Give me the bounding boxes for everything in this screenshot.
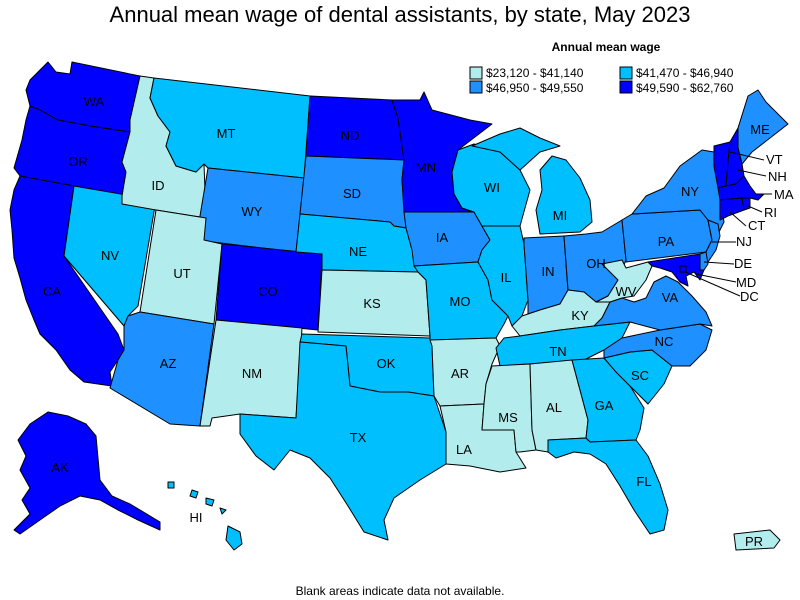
leader-lines <box>682 151 772 297</box>
label-in: IN <box>542 264 555 279</box>
label-ok: OK <box>377 356 396 371</box>
legend: Annual mean wage $23,120 - $41,140 $41,4… <box>469 40 734 95</box>
label-sd: SD <box>343 186 361 201</box>
label-ca: CA <box>43 284 61 299</box>
label-ga: GA <box>595 398 614 413</box>
state-md[interactable] <box>647 253 705 287</box>
label-mn: MN <box>416 160 436 175</box>
label-nh: NH <box>768 169 787 184</box>
state-wv[interactable] <box>595 259 653 303</box>
label-ne: NE <box>349 244 367 259</box>
label-ut: UT <box>173 266 190 281</box>
label-ny: NY <box>681 184 699 199</box>
label-az: AZ <box>160 356 177 371</box>
label-va: VA <box>662 290 679 305</box>
map-title: Annual mean wage of dental assistants, b… <box>110 2 691 27</box>
legend-swatch-4 <box>619 80 633 94</box>
label-nj: NJ <box>736 234 752 249</box>
state-ct[interactable] <box>719 197 745 221</box>
label-wy: WY <box>242 204 263 219</box>
label-ia: IA <box>436 230 449 245</box>
state-hi[interactable] <box>167 481 243 551</box>
label-ri: RI <box>764 205 777 220</box>
legend-title: Annual mean wage <box>552 40 661 54</box>
legend-swatch-2 <box>619 66 633 80</box>
label-oh: OH <box>586 256 606 271</box>
state-az[interactable] <box>109 311 215 427</box>
label-nd: ND <box>341 128 360 143</box>
label-dc: DC <box>740 289 759 304</box>
state-fl[interactable] <box>547 437 669 535</box>
label-ak: AK <box>51 460 69 475</box>
label-wi: WI <box>484 180 500 195</box>
label-vt: VT <box>766 152 783 167</box>
state-nc[interactable] <box>603 323 713 367</box>
state-mi[interactable] <box>471 127 593 235</box>
label-pr: PR <box>745 534 763 549</box>
label-me: ME <box>750 122 770 137</box>
label-nv: NV <box>101 248 119 263</box>
label-md: MD <box>736 275 756 290</box>
label-la: LA <box>456 442 472 457</box>
label-pa: PA <box>658 234 675 249</box>
label-sc: SC <box>631 368 649 383</box>
state-labels: WA OR CA NV ID MT WY UT AZ CO NM ND SD N… <box>43 94 794 549</box>
state-ak[interactable] <box>13 411 161 535</box>
legend-label-4: $49,590 - $62,760 <box>636 81 734 95</box>
label-al: AL <box>546 400 562 415</box>
footnote: Blank areas indicate data not available. <box>296 584 505 598</box>
label-ms: MS <box>498 410 518 425</box>
state-ca[interactable] <box>9 175 125 387</box>
label-mo: MO <box>450 294 471 309</box>
label-ks: KS <box>363 296 381 311</box>
label-nm: NM <box>242 366 262 381</box>
label-ma: MA <box>774 187 794 202</box>
state-va[interactable] <box>593 275 713 331</box>
states-layer <box>9 61 789 551</box>
label-il: IL <box>501 270 512 285</box>
label-tn: TN <box>549 344 566 359</box>
label-de: DE <box>734 256 752 271</box>
state-tx[interactable] <box>239 341 447 541</box>
label-ct: CT <box>748 218 765 233</box>
state-de[interactable] <box>699 251 709 271</box>
label-nc: NC <box>655 334 674 349</box>
label-fl: FL <box>636 474 651 489</box>
label-hi: HI <box>190 510 203 525</box>
legend-swatch-1 <box>469 66 483 80</box>
legend-label-3: $46,950 - $49,550 <box>486 81 584 95</box>
legend-label-2: $41,470 - $46,940 <box>636 66 734 80</box>
label-ar: AR <box>451 366 469 381</box>
label-id: ID <box>152 178 165 193</box>
label-wv: WV <box>616 284 637 299</box>
label-mi: MI <box>553 208 567 223</box>
label-wa: WA <box>84 94 105 109</box>
label-co: CO <box>258 284 278 299</box>
label-mt: MT <box>217 126 236 141</box>
label-ky: KY <box>571 308 589 323</box>
state-pr[interactable] <box>733 529 781 551</box>
legend-swatch-3 <box>469 80 483 94</box>
label-or: OR <box>68 154 88 169</box>
label-tx: TX <box>350 430 367 445</box>
legend-label-1: $23,120 - $41,140 <box>486 66 584 80</box>
